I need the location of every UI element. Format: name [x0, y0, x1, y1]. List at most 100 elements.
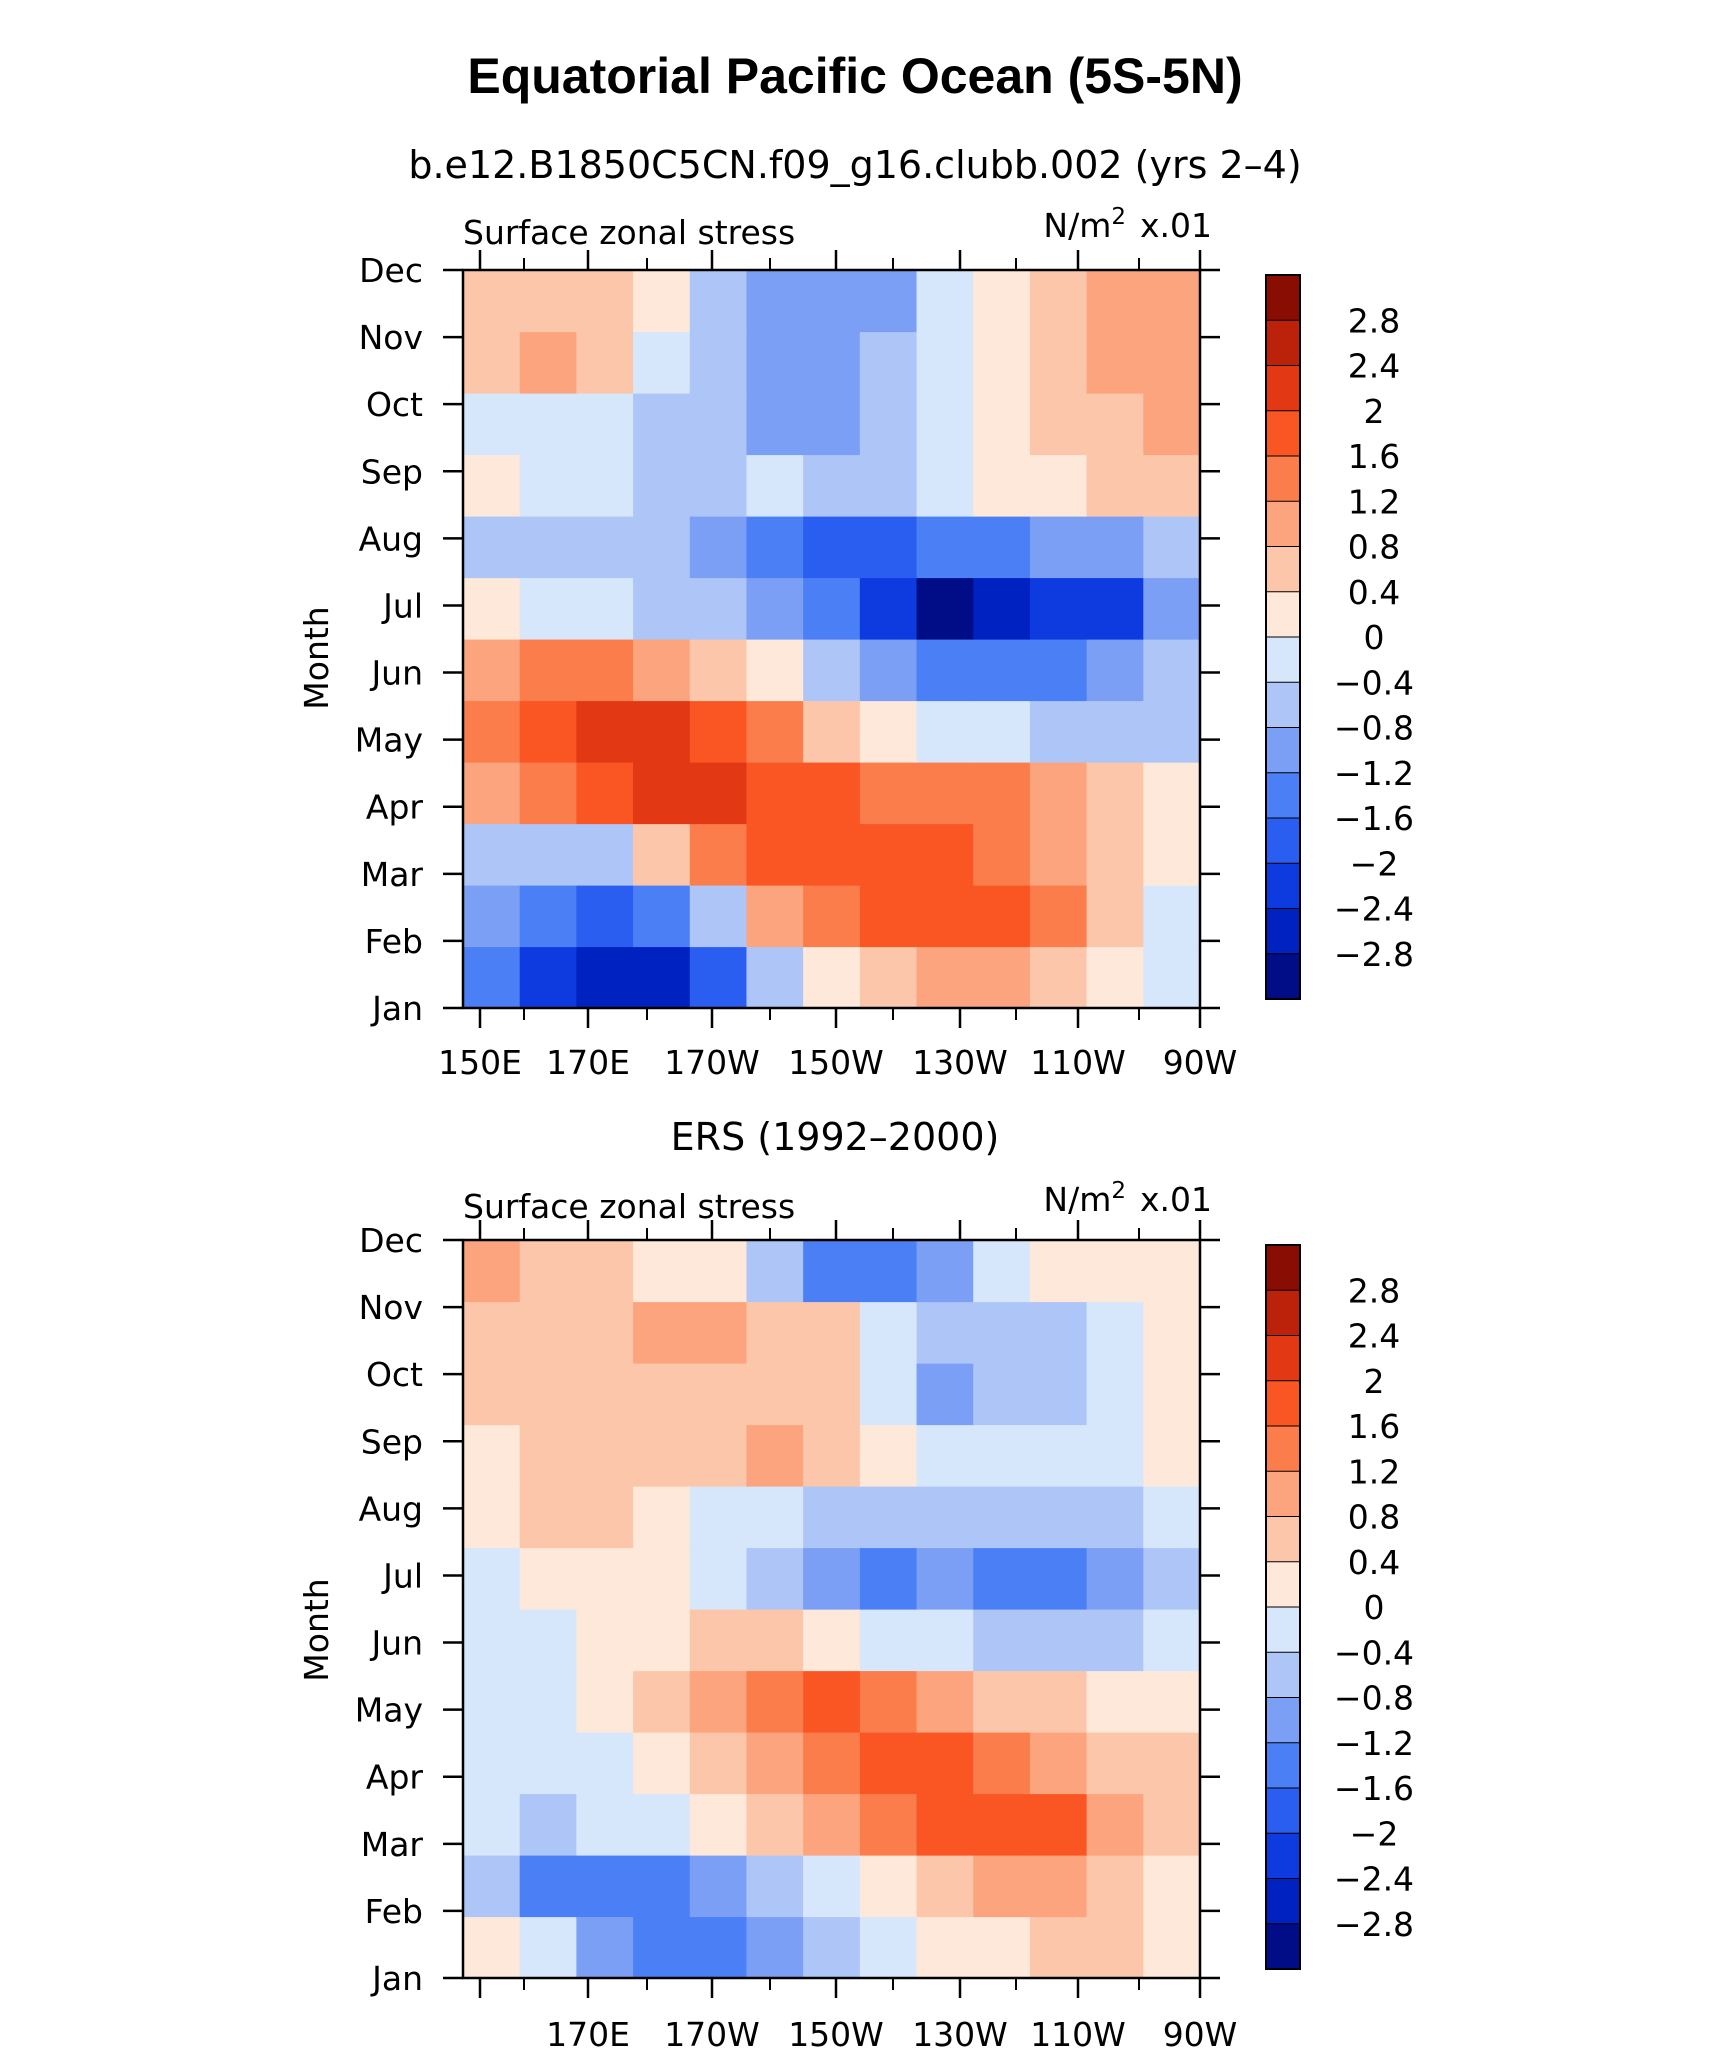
- heat-cell: [1143, 1301, 1201, 1364]
- heat-cell: [1029, 946, 1088, 1009]
- colorbar-label: −0.8: [1334, 709, 1414, 748]
- heat-cell: [633, 1670, 691, 1733]
- colorbar-label: −2.4: [1334, 890, 1414, 929]
- heat-cell: [973, 270, 1031, 333]
- heat-cell: [576, 1916, 634, 1979]
- heat-cell: [689, 1609, 748, 1672]
- colorbar-frame: [1265, 1244, 1301, 1970]
- plot-frame: [461, 1238, 1202, 1980]
- variable-label: Surface zonal stress: [463, 213, 795, 252]
- heat-cell: [1029, 1240, 1088, 1303]
- heat-cell: [803, 700, 861, 763]
- heat-cell: [576, 1547, 634, 1610]
- x-tick-labels: 170E 170W 150W 130W 110W 90W: [546, 2015, 1237, 2054]
- colorbar-label: −2: [1350, 1814, 1399, 1853]
- heat-cell: [633, 1855, 691, 1918]
- heat-cell: [859, 1609, 918, 1672]
- heat-cell: [916, 270, 974, 333]
- y-axis-label: Month: [297, 1578, 336, 1681]
- colorbar-swatch: [1265, 636, 1301, 684]
- heat-cell: [1086, 700, 1144, 763]
- heat-cell: [1143, 762, 1201, 825]
- heat-cell: [1086, 1916, 1144, 1979]
- heat-cell: [973, 1363, 1031, 1426]
- heat-cell: [1029, 1363, 1088, 1426]
- colorbar-swatch: [1265, 1380, 1301, 1427]
- colorbar-swatch: [1265, 500, 1301, 548]
- x-tick-label: 130W: [912, 2015, 1008, 2054]
- heat-cell: [689, 577, 748, 640]
- colorbar: 2.8 2.4 2 1.6 1.2 0.8 0.4 0 −0.4 −0.8 −1.2 −1.6 −2 −2…: [1265, 274, 1414, 1000]
- colorbar-label: 2.8: [1348, 301, 1400, 340]
- heat-cell: [633, 1301, 691, 1364]
- heat-cell: [1029, 1855, 1088, 1918]
- heat-cell: [859, 1916, 918, 1979]
- y-tick-label: Jul: [381, 1556, 423, 1595]
- colorbar-swatch: [1265, 1289, 1301, 1337]
- colorbar-swatch: [1265, 1244, 1301, 1292]
- colorbar-label: 2.4: [1348, 1317, 1400, 1356]
- heat-cell: [803, 1855, 861, 1918]
- heat-cell: [859, 885, 918, 948]
- heat-cell: [1029, 1670, 1088, 1733]
- heat-cell: [689, 331, 748, 394]
- heat-cell: [463, 516, 521, 579]
- heat-cell: [463, 1609, 521, 1672]
- heat-cell: [1143, 1363, 1201, 1426]
- colorbar-label: −1.2: [1334, 1724, 1414, 1763]
- heat-cell: [916, 639, 974, 702]
- heat-cell: [916, 823, 974, 886]
- heat-cell: [463, 700, 521, 763]
- heat-cell: [746, 762, 804, 825]
- heat-cell: [633, 639, 691, 702]
- colorbar-label: −2.8: [1334, 1905, 1414, 1944]
- y-tick-label: Jan: [370, 1959, 423, 1998]
- heat-cell: [689, 454, 748, 517]
- variable-label: Surface zonal stress: [463, 1187, 795, 1226]
- y-tick-label: Apr: [366, 788, 424, 827]
- colorbar-swatch: [1265, 862, 1301, 910]
- heat-cell: [746, 1855, 804, 1918]
- heat-cell: [746, 823, 804, 886]
- heat-cell: [916, 946, 974, 1009]
- heat-cell: [803, 1670, 861, 1733]
- heat-cell: [916, 1424, 974, 1487]
- heat-cell: [859, 270, 918, 333]
- colorbar-swatch: [1265, 1878, 1301, 1925]
- heat-cell: [916, 1609, 974, 1672]
- heat-cell: [1029, 762, 1088, 825]
- heat-cell: [1029, 1424, 1088, 1487]
- heat-cell: [746, 1670, 804, 1733]
- heat-cell: [859, 1547, 918, 1610]
- x-tick-label: 170E: [546, 1043, 630, 1082]
- colorbar-swatch: [1265, 1832, 1301, 1880]
- heat-cell: [973, 700, 1031, 763]
- x-tick-label: 110W: [1030, 2015, 1126, 2054]
- heat-cell: [463, 1301, 521, 1364]
- heat-cell: [859, 1240, 918, 1303]
- heat-cell: [1086, 639, 1144, 702]
- x-tick-label: 150W: [788, 2015, 884, 2054]
- heat-cell: [746, 577, 804, 640]
- units-label: N/m2 x.01: [1043, 204, 1212, 245]
- heat-cell: [633, 1240, 691, 1303]
- heat-cell: [803, 1363, 861, 1426]
- heat-cell: [689, 700, 748, 763]
- heat-cell: [519, 454, 577, 517]
- heat-cell: [1143, 516, 1201, 579]
- heat-cell: [1143, 1916, 1201, 1979]
- heat-cell: [973, 331, 1031, 394]
- heat-cell: [633, 762, 691, 825]
- colorbar-swatch: [1265, 1516, 1301, 1563]
- plot-frame: [461, 268, 1202, 1010]
- colorbar-label: 1.2: [1348, 1452, 1400, 1491]
- heat-cell: [1143, 1240, 1201, 1303]
- colorbar-label: 2: [1364, 392, 1385, 431]
- heat-cell: [1029, 700, 1088, 763]
- heat-cell: [1143, 1609, 1201, 1672]
- heat-cell: [803, 331, 861, 394]
- x-tick-label: 150W: [788, 1043, 884, 1082]
- heat-cell: [463, 1547, 521, 1610]
- heat-cell: [463, 1670, 521, 1733]
- heat-cell: [576, 1301, 634, 1364]
